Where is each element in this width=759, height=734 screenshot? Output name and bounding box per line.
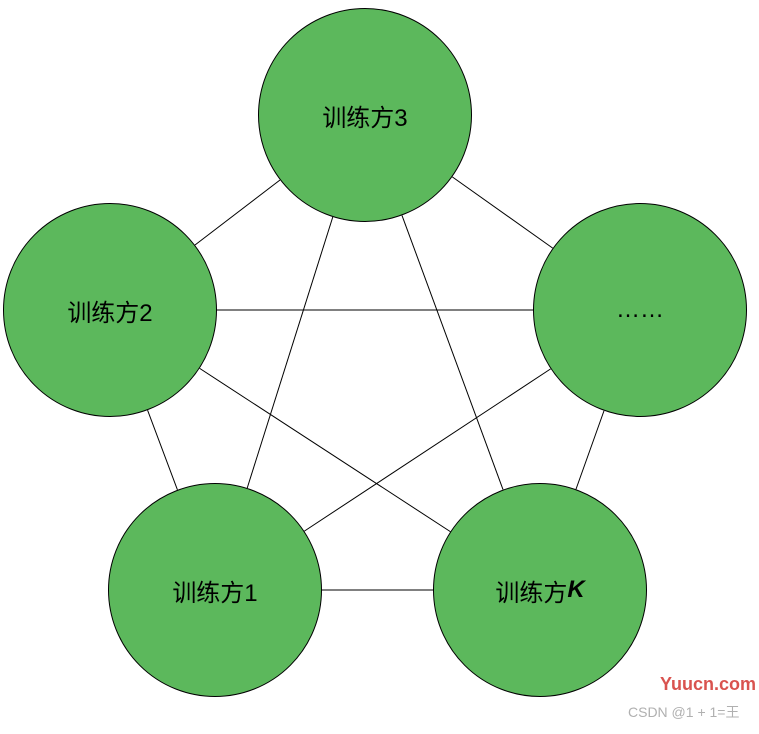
edge	[402, 215, 503, 489]
node-label: ……	[616, 296, 664, 324]
edge	[148, 410, 178, 490]
node-label-prefix: 训练方	[495, 573, 567, 608]
edge	[247, 217, 333, 488]
node-n3: 训练方3	[258, 8, 472, 222]
node-n4: ……	[533, 203, 747, 417]
node-n2: 训练方2	[3, 203, 217, 417]
credit-watermark: CSDN @1 + 1=王	[628, 702, 739, 722]
node-n1: 训练方1	[108, 483, 322, 697]
node-label: 训练方2	[67, 293, 152, 328]
edge	[452, 177, 552, 248]
edge	[576, 411, 604, 489]
node-nk: 训练方K	[433, 483, 647, 697]
node-label-var: K	[567, 576, 584, 604]
edge	[195, 180, 280, 245]
node-label: 训练方1	[172, 573, 257, 608]
brand-watermark: Yuucn.com	[660, 674, 756, 695]
diagram-stage: 训练方1 训练方2 训练方3 …… 训练方K Yuucn.com CSDN @1 + 1…	[0, 0, 759, 734]
node-label: 训练方3	[322, 98, 407, 133]
